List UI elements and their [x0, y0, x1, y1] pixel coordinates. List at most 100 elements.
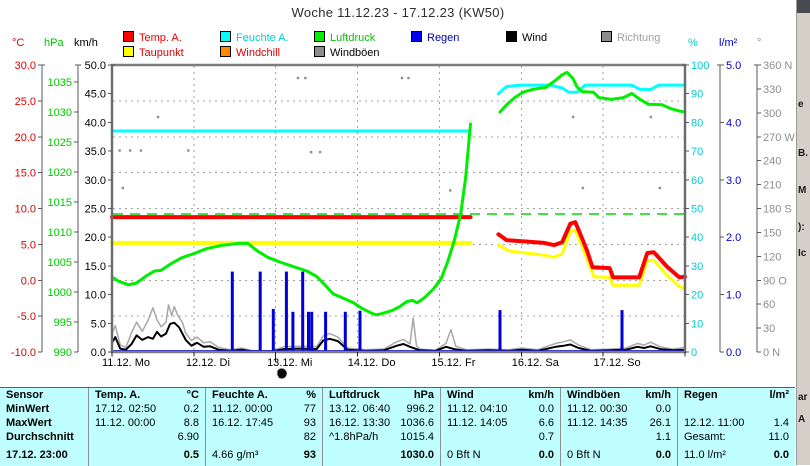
cell-value: 82 [303, 431, 316, 443]
series-luftdruck [110, 122, 472, 317]
rain-bar [307, 311, 310, 352]
table-cell: MinWert [0, 402, 88, 416]
background-window-edge[interactable]: e B. M): Ic ar A [796, 0, 810, 465]
series-temp-a- [496, 220, 687, 280]
cell-value: 1030.0 [400, 448, 434, 461]
axis-tick-label-kmh: 30.0 [85, 175, 106, 187]
axis-tick-label-dir: 210 [763, 180, 781, 192]
cell-value: 0.2 [183, 403, 199, 415]
table-cell-regen: Gesamt: 11.0 [677, 430, 795, 444]
legend-swatch-taupunkt [123, 46, 134, 57]
table-cell-feuchte-a-: 16.12. 17:45 93 [205, 416, 322, 430]
wind-direction-dot [187, 149, 190, 152]
axis-tick-label-kmh: 35.0 [85, 146, 106, 158]
axis-tick-label-pct: 90 [691, 89, 703, 101]
axis-tick-label-kmh: 25.0 [85, 204, 106, 216]
wind-direction-dot [309, 150, 313, 154]
cell-text: Regen [684, 389, 718, 401]
cell-value: 0.0 [655, 448, 671, 461]
cell-text: 12.12. 11:00 [684, 417, 745, 429]
axis-tick-label-dir: 150 [763, 227, 781, 239]
legend-swatch-windböen [314, 46, 325, 57]
cell-text: 11.12. 04:10 [447, 403, 508, 415]
moon-phase-sliver [276, 371, 279, 378]
wind-direction-dot [581, 186, 585, 190]
table-cell-luftdruck: 13.12. 06:40 996.2 [322, 402, 440, 416]
cell-text: 0 Bft N [567, 448, 601, 461]
rain-bar [498, 310, 502, 352]
cell-text: 11.12. 00:00 [212, 403, 273, 415]
table-cell-windb-en: 11.12. 14:35 26.1 [560, 416, 677, 430]
legend-item-windchill: Windchill [220, 46, 280, 59]
legend-swatch-windchill [220, 46, 231, 57]
series-feuchte-a- [496, 83, 687, 96]
cell-text: 11.12. 00:30 [567, 403, 628, 415]
table-cell-regen [677, 402, 795, 416]
legend-swatch-richtung [601, 31, 612, 42]
day-label: 17.12. So [594, 357, 641, 369]
table-cell-wind: 0 Bft N 0.0 [440, 444, 560, 466]
axis-tick-label-dir: 90 O [763, 275, 787, 287]
legend-swatch-wind [506, 31, 517, 42]
legend-swatch-feuchte-a- [220, 31, 231, 42]
axis-tick-label-dir: 330 [763, 84, 781, 96]
cell-text: 0 Bft N [447, 448, 481, 461]
table-cell-luftdruck: ^1.8hPa/h 1015.4 [322, 430, 440, 444]
table-cell: Sensor [0, 388, 88, 402]
day-label: 13.12. Mi [267, 357, 312, 369]
table-cell-temp-a-: 6.90 [88, 430, 205, 444]
axis-tick-label-dir: 180 S [763, 204, 792, 216]
cell-text: Luftdruck [329, 389, 380, 401]
axis-unit-pct: % [688, 37, 698, 49]
cell-value: 93 [303, 417, 316, 429]
axis-tick-label-kmh: 10.0 [85, 290, 106, 302]
cell-text: 11.12. 14:35 [567, 417, 628, 429]
axis-tick-label-dir: 240 [763, 156, 781, 168]
axis-tick-label-temp: -10.0 [11, 347, 36, 359]
day-label: 11.12. Mo [102, 357, 150, 369]
table-cell-wind: Wind km/h [440, 388, 560, 402]
legend-item-taupunkt: Taupunkt [123, 46, 184, 59]
axis-tick-label-pct: 0 [691, 347, 697, 359]
table-row-sensor: Sensor Temp. A. °C Feuchte A.% Luftdruck hPa W… [0, 388, 795, 402]
cell-value: 77 [303, 403, 316, 415]
sensor-table: Sensor Temp. A. °C Feuchte A.% Luftdruck hPa W… [0, 387, 795, 466]
axis-tick-label-temp: 0.0 [21, 275, 36, 287]
wind-direction-dot [649, 115, 652, 119]
axis-tick-label-kmh: 40.0 [85, 117, 106, 129]
table-cell-luftdruck: Luftdruck hPa [322, 388, 440, 402]
wind-direction-dot [156, 115, 160, 119]
axis-tick-label-hpa: 995 [54, 317, 72, 329]
axis-tick-label-dir: 360 N [763, 60, 792, 72]
axis-tick-label-dir: 300 [763, 108, 781, 120]
cell-value: 0.0 [773, 448, 789, 461]
axis-tick-label-temp: 25.0 [15, 96, 36, 108]
axis-tick-label-rain: 0.0 [726, 347, 741, 359]
cell-text: Gesamt: [684, 431, 726, 443]
legend-label: Windböen [330, 47, 380, 59]
cell-value: 11.0 [768, 431, 789, 443]
day-label: 15.12. Fr [431, 357, 475, 369]
legend-label: Regen [427, 32, 460, 44]
rain-bar [284, 271, 288, 352]
table-cell-wind: 11.12. 14:05 6.6 [440, 416, 560, 430]
cell-text: 11.12. 00:00 [95, 417, 156, 429]
weather-chart: 30.0 25.0 20.0 15.0 10.0 5.0 0.0 -5.0 -10.0 1035 1… [11, 60, 795, 379]
axis-tick-label-pct: 100 [691, 60, 709, 72]
axis-unit-dir: ° [757, 37, 762, 49]
axis-tick-label-pct: 50 [691, 204, 703, 216]
axis-unit-temp: °C [12, 37, 25, 49]
cell-value: 26.1 [649, 417, 671, 429]
axis-tick-label-rain: 4.0 [726, 117, 741, 129]
axis-tick-label-pct: 10 [691, 318, 703, 330]
background-window-text-fragment: ): [798, 222, 805, 233]
cell-value: 6.90 [177, 431, 199, 443]
axis-tick-label-temp: 10.0 [15, 204, 36, 216]
legend-swatch-regen [411, 31, 422, 42]
table-row-label: 17.12. 23:00 [6, 448, 68, 461]
axis-tick-label-temp: 30.0 [15, 60, 36, 72]
rain-bar [310, 311, 314, 352]
axis-tick-label-hpa: 990 [54, 347, 72, 359]
axis-unit-hpa: hPa [44, 37, 64, 49]
legend-label: Luftdruck [330, 32, 376, 44]
